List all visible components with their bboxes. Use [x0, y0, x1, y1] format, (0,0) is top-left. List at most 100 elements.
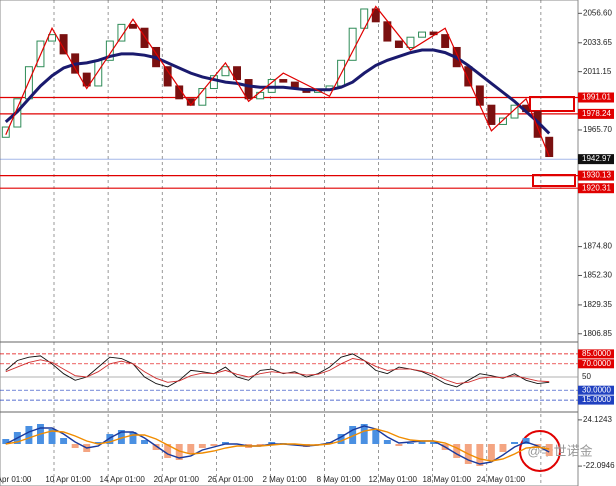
- price-level-label: 1942.97: [582, 154, 611, 163]
- candle: [487, 104, 496, 125]
- candle: [406, 36, 415, 48]
- level-label: 15.0000: [582, 395, 611, 404]
- candle: [418, 31, 426, 38]
- histogram-bar: [94, 442, 102, 444]
- histogram-bar: [383, 440, 391, 444]
- histogram-bar: [256, 444, 264, 446]
- candle: [499, 117, 507, 125]
- y-tick-label: 1852.30: [583, 271, 612, 280]
- watermark: @辛世诺金: [527, 443, 592, 458]
- histogram-bar: [487, 444, 495, 460]
- candle: [1, 126, 10, 138]
- candle: [48, 34, 56, 42]
- histogram-bar: [360, 424, 368, 444]
- price-level-label: 1991.01: [582, 93, 611, 102]
- candle: [510, 104, 519, 119]
- candle: [475, 85, 484, 106]
- histogram-bar: [152, 444, 160, 450]
- histogram-bar: [395, 444, 403, 446]
- histogram-bar: [453, 444, 461, 458]
- y-tick-label: -22.0946: [583, 461, 615, 470]
- level-tag: [578, 395, 614, 405]
- macd-line: [5, 428, 550, 462]
- histogram-bar: [106, 434, 114, 444]
- y-tick-label: 1806.85: [583, 329, 612, 338]
- candle: [394, 40, 403, 48]
- price-level-tag: [578, 154, 614, 165]
- y-tick-label: 1965.70: [583, 125, 612, 134]
- level-label: 50: [582, 372, 591, 381]
- x-tick-label: 26 Apr 01:00: [208, 475, 254, 484]
- candle: [279, 79, 288, 83]
- histogram-bar: [25, 426, 33, 444]
- price-level-label: 1920.31: [582, 183, 611, 192]
- y-tick-label: 24.1243: [583, 415, 612, 424]
- highlight-box: [532, 174, 576, 187]
- candle: [221, 66, 230, 77]
- level-label: 70.0000: [582, 359, 611, 368]
- y-tick-label: 2011.15: [583, 67, 612, 76]
- histogram-bar: [430, 442, 438, 444]
- histogram-bar: [198, 444, 206, 448]
- histogram-bar: [511, 442, 518, 444]
- price-level-label: 1930.13: [582, 171, 611, 180]
- candle: [464, 66, 473, 87]
- level-label: 85.0000: [582, 349, 611, 358]
- x-tick-label: 20 Apr 01:00: [154, 475, 200, 484]
- level-tag: [578, 359, 614, 369]
- histogram-bar: [349, 426, 357, 444]
- y-tick-label: 2056.60: [583, 8, 612, 17]
- histogram-bar: [499, 444, 507, 452]
- histogram-bar: [175, 444, 183, 460]
- candle: [94, 59, 103, 87]
- histogram-bar: [129, 432, 137, 444]
- histogram-bar: [545, 444, 553, 456]
- level-tag: [578, 349, 614, 359]
- candle: [233, 66, 241, 81]
- histogram-bar: [222, 442, 229, 444]
- candle: [117, 23, 126, 42]
- histogram-bar: [476, 444, 484, 466]
- histogram-bar: [2, 439, 10, 444]
- x-tick-label: Apr 01:00: [0, 475, 32, 484]
- candle: [198, 88, 207, 106]
- histogram-bar: [372, 430, 380, 444]
- x-tick-label: 14 Apr 01:00: [100, 475, 146, 484]
- candle: [371, 8, 380, 23]
- price-level-tag: [578, 170, 614, 181]
- price-level-tag: [578, 108, 614, 119]
- x-tick-label: 10 Apr 01:00: [45, 475, 91, 484]
- candle: [140, 27, 149, 48]
- histogram-bar: [48, 429, 56, 444]
- candle: [545, 136, 554, 158]
- x-tick-label: 24 May 01:00: [477, 475, 526, 484]
- histogram-bar: [187, 444, 195, 454]
- oscillator-line: [5, 353, 550, 388]
- histogram-bar: [522, 438, 530, 444]
- candle: [105, 40, 114, 61]
- candle: [129, 23, 137, 29]
- x-tick-label: 12 May 01:00: [368, 475, 417, 484]
- oscillator-line: [5, 358, 550, 385]
- candle: [59, 34, 68, 55]
- zigzag: [5, 5, 550, 157]
- y-tick-label: 2033.65: [583, 38, 612, 47]
- x-tick-label: 8 May 01:00: [317, 475, 362, 484]
- x-tick-label: 2 May 01:00: [262, 475, 307, 484]
- x-tick-label: 18 May 01:00: [423, 475, 472, 484]
- histogram-bar: [210, 444, 218, 446]
- price-level-label: 1978.24: [582, 109, 611, 118]
- level-tag: [578, 385, 614, 395]
- histogram-bar: [71, 444, 79, 448]
- histogram-bar: [117, 430, 125, 444]
- candle: [244, 79, 253, 100]
- price-level-tag: [578, 92, 614, 103]
- histogram-bar: [60, 438, 68, 444]
- histogram-bar: [337, 434, 345, 444]
- histogram-bar: [141, 440, 148, 444]
- histogram-bar: [268, 442, 276, 444]
- y-tick-label: 1874.80: [583, 242, 612, 251]
- candle: [441, 34, 450, 48]
- level-label: 30.0000: [582, 385, 611, 394]
